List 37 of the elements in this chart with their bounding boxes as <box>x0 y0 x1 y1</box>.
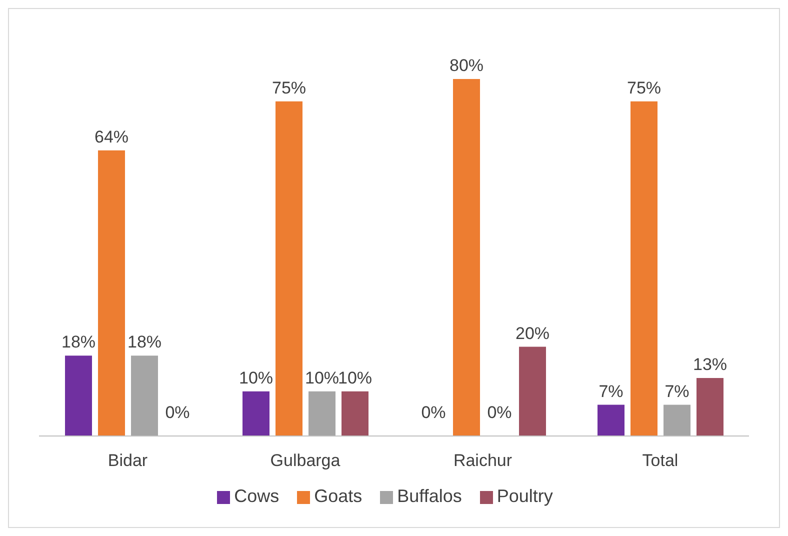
x-tick-label: Total <box>642 451 678 470</box>
data-label: 80% <box>449 56 484 75</box>
bar <box>630 101 658 436</box>
bar <box>276 101 302 436</box>
data-label: 0% <box>421 402 446 422</box>
legend-label: Buffalos <box>397 486 462 506</box>
bar <box>308 391 336 436</box>
bar <box>242 391 270 436</box>
data-label: 13% <box>692 354 728 374</box>
bar <box>453 79 480 436</box>
data-label: 10% <box>304 368 340 388</box>
legend-label: Goats <box>314 486 362 506</box>
bar <box>342 391 368 436</box>
data-label: 18% <box>127 332 162 352</box>
bar <box>664 404 690 436</box>
bar <box>696 378 724 436</box>
data-label: 18% <box>61 332 96 352</box>
data-label: 7% <box>598 382 624 401</box>
bar <box>98 150 125 436</box>
data-label: 0% <box>487 402 512 422</box>
bar <box>598 404 624 436</box>
data-label: 64% <box>94 127 129 146</box>
x-tick-label: Bidar <box>108 451 148 470</box>
data-label: 7% <box>664 382 690 401</box>
data-label: 75% <box>272 78 306 98</box>
data-label: 10% <box>238 368 274 388</box>
data-label: 0% <box>165 402 190 422</box>
data-label: 75% <box>626 78 662 98</box>
bar <box>131 356 158 436</box>
bar <box>65 356 92 436</box>
bar <box>519 346 546 436</box>
x-tick-label: Raichur <box>453 451 512 470</box>
x-tick-label: Gulbarga <box>270 451 341 470</box>
data-label: 20% <box>515 324 550 343</box>
data-label: 10% <box>338 368 372 388</box>
legend-label: Poultry <box>496 486 553 506</box>
legend-label: Cows <box>234 486 280 506</box>
